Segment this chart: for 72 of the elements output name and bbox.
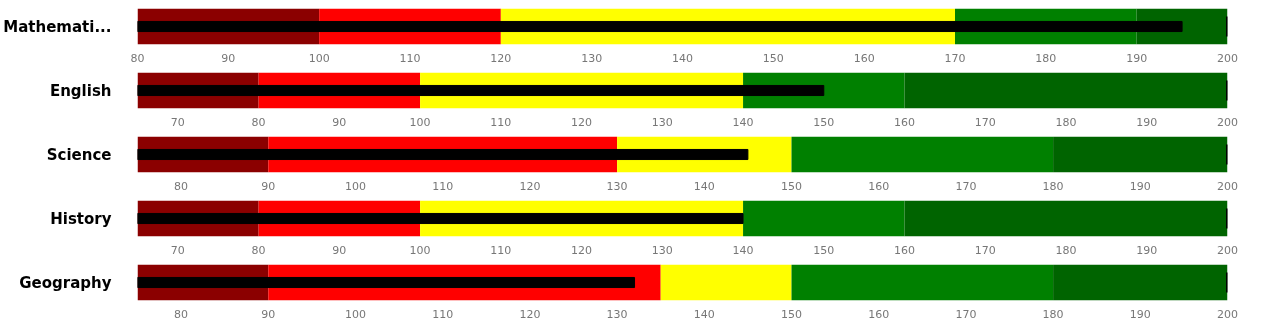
x-tick-label: 80 xyxy=(130,51,145,65)
x-tick-label: 160 xyxy=(894,115,916,129)
x-tick-label: 100 xyxy=(308,51,330,65)
x-tick-label: 150 xyxy=(813,115,835,129)
x-tick-label: 190 xyxy=(1129,307,1151,321)
x-tick-label: 120 xyxy=(519,179,541,193)
x-tick-label: 150 xyxy=(781,179,802,193)
x-tick-label: 190 xyxy=(1136,243,1158,257)
x-tick-label: 140 xyxy=(732,243,754,257)
x-tick-label: 70 xyxy=(170,243,185,257)
x-tick-label: 180 xyxy=(1035,51,1057,65)
x-tick-label: 200 xyxy=(1217,243,1238,257)
x-tick-label: 90 xyxy=(221,51,236,65)
x-tick-label: 150 xyxy=(781,307,802,321)
x-tick-label: 170 xyxy=(944,51,966,65)
x-tick-label: 130 xyxy=(581,51,603,65)
y-tick-label: English xyxy=(49,81,112,100)
x-tick-label: 80 xyxy=(174,307,189,321)
x-tick-label: 90 xyxy=(261,179,276,193)
x-tick-label: 90 xyxy=(332,115,347,129)
x-tick-label: 120 xyxy=(571,243,593,257)
x-tick-label: 110 xyxy=(490,115,512,129)
x-tick-label: 80 xyxy=(251,115,266,129)
x-tick-label: 140 xyxy=(732,115,754,129)
x-tick-label: 110 xyxy=(399,51,421,65)
x-tick-label: 110 xyxy=(432,179,454,193)
x-tick-label: 130 xyxy=(651,115,673,129)
x-tick-label: 190 xyxy=(1136,115,1158,129)
x-tick-label: 190 xyxy=(1126,51,1148,65)
x-tick-label: 160 xyxy=(853,51,875,65)
x-tick-label: 170 xyxy=(974,115,996,129)
x-tick-label: 80 xyxy=(251,243,266,257)
x-tick-label: 140 xyxy=(693,179,715,193)
x-tick-label: 180 xyxy=(1055,243,1077,257)
x-tick-label: 180 xyxy=(1042,179,1064,193)
x-tick-label: 180 xyxy=(1042,307,1064,321)
x-tick-label: 160 xyxy=(868,179,890,193)
x-tick-label: 130 xyxy=(651,243,673,257)
x-tick-label: 200 xyxy=(1217,51,1238,65)
x-tick-label: 150 xyxy=(813,243,835,257)
x-tick-label: 170 xyxy=(955,179,977,193)
y-tick-label: Mathemati... xyxy=(3,17,112,36)
x-tick-label: 110 xyxy=(490,243,512,257)
x-tick-label: 150 xyxy=(762,51,784,65)
x-tick-label: 160 xyxy=(894,243,916,257)
x-tick-label: 130 xyxy=(606,307,628,321)
x-tick-label: 200 xyxy=(1217,115,1238,129)
x-tick-label: 120 xyxy=(571,115,593,129)
x-tick-label: 120 xyxy=(490,51,512,65)
y-tick-label: History xyxy=(50,209,112,228)
y-tick-label: Geography xyxy=(19,273,112,292)
x-tick-label: 100 xyxy=(345,307,366,321)
y-tick-label: Science xyxy=(46,145,112,164)
x-tick-label: 180 xyxy=(1055,115,1077,129)
x-tick-label: 100 xyxy=(409,243,431,257)
x-tick-label: 140 xyxy=(693,307,715,321)
x-tick-label: 80 xyxy=(174,179,189,193)
x-tick-label: 200 xyxy=(1217,307,1238,321)
x-tick-label: 120 xyxy=(519,307,541,321)
x-tick-label: 170 xyxy=(974,243,996,257)
x-tick-label: 90 xyxy=(332,243,347,257)
x-tick-label: 140 xyxy=(672,51,693,65)
x-tick-label: 100 xyxy=(345,179,366,193)
x-tick-label: 200 xyxy=(1217,179,1238,193)
x-tick-label: 190 xyxy=(1129,179,1151,193)
x-tick-label: 170 xyxy=(955,307,977,321)
x-tick-label: 160 xyxy=(868,307,890,321)
x-tick-label: 110 xyxy=(432,307,454,321)
x-tick-label: 90 xyxy=(261,307,276,321)
x-tick-label: 130 xyxy=(606,179,628,193)
x-tick-label: 70 xyxy=(170,115,185,129)
x-tick-label: 100 xyxy=(409,115,431,129)
